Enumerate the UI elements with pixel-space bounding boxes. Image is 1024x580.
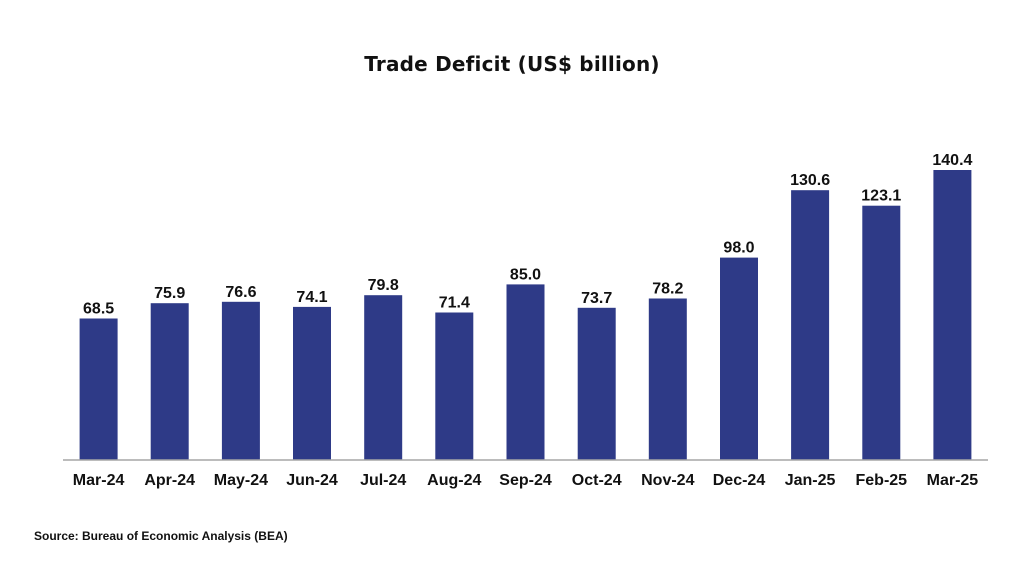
value-label-nov-24: 78.2 — [652, 281, 683, 298]
bars-group — [79, 170, 972, 460]
bar-jun-24 — [293, 306, 331, 460]
value-label-oct-24: 73.7 — [581, 290, 612, 307]
value-label-jan-25: 130.6 — [790, 172, 830, 189]
x-tick-labels-group: Mar-24 Apr-24 May-24 Jun-24 Jul-24 Aug-24 Sep-… — [73, 472, 978, 489]
bar-jul-24 — [364, 295, 403, 460]
value-label-feb-25: 123.1 — [861, 188, 901, 205]
bar-apr-24 — [150, 303, 189, 460]
value-label-dec-24: 98.0 — [723, 240, 754, 257]
bar-feb-25 — [862, 205, 901, 460]
value-label-jul-24: 79.8 — [368, 277, 399, 294]
source-note: Source: Bureau of Economic Analysis (BEA… — [34, 529, 288, 543]
value-label-sep-24: 85.0 — [510, 266, 541, 283]
value-label-mar-25: 140.4 — [932, 152, 972, 169]
bar-aug-24 — [435, 312, 474, 460]
x-tick-label-oct-24: Oct-24 — [572, 472, 622, 489]
x-tick-label-jun-24: Jun-24 — [286, 472, 338, 489]
bar-mar-24 — [79, 318, 118, 460]
bar-nov-24 — [648, 298, 687, 460]
x-tick-label-apr-24: Apr-24 — [144, 472, 195, 489]
bar-jan-25 — [791, 190, 830, 460]
value-label-mar-24: 68.5 — [83, 301, 114, 318]
bar-may-24 — [221, 301, 260, 460]
x-tick-label-aug-24: Aug-24 — [427, 472, 481, 489]
bar-mar-25 — [933, 170, 972, 460]
x-tick-label-dec-24: Dec-24 — [713, 472, 766, 489]
value-label-apr-24: 75.9 — [154, 285, 185, 302]
value-labels-group: 68.5 75.9 76.6 74.1 79.8 71.4 85.0 73.7 78.2 98.0… — [83, 152, 972, 318]
bar-dec-24 — [720, 257, 758, 460]
x-tick-label-feb-25: Feb-25 — [856, 472, 908, 489]
value-label-may-24: 76.6 — [225, 284, 256, 301]
x-tick-label-jan-25: Jan-25 — [785, 472, 836, 489]
chart-title: Trade Deficit (US$ billion) — [364, 52, 660, 76]
x-tick-label-mar-25: Mar-25 — [927, 472, 979, 489]
bar-oct-24 — [577, 307, 616, 460]
x-tick-label-nov-24: Nov-24 — [641, 472, 694, 489]
x-tick-label-sep-24: Sep-24 — [499, 472, 552, 489]
value-label-jun-24: 74.1 — [296, 289, 327, 306]
value-label-aug-24: 71.4 — [439, 295, 470, 312]
x-tick-label-may-24: May-24 — [214, 472, 268, 489]
x-tick-label-jul-24: Jul-24 — [360, 472, 406, 489]
x-tick-label-mar-24: Mar-24 — [73, 472, 125, 489]
bar-sep-24 — [506, 284, 545, 460]
